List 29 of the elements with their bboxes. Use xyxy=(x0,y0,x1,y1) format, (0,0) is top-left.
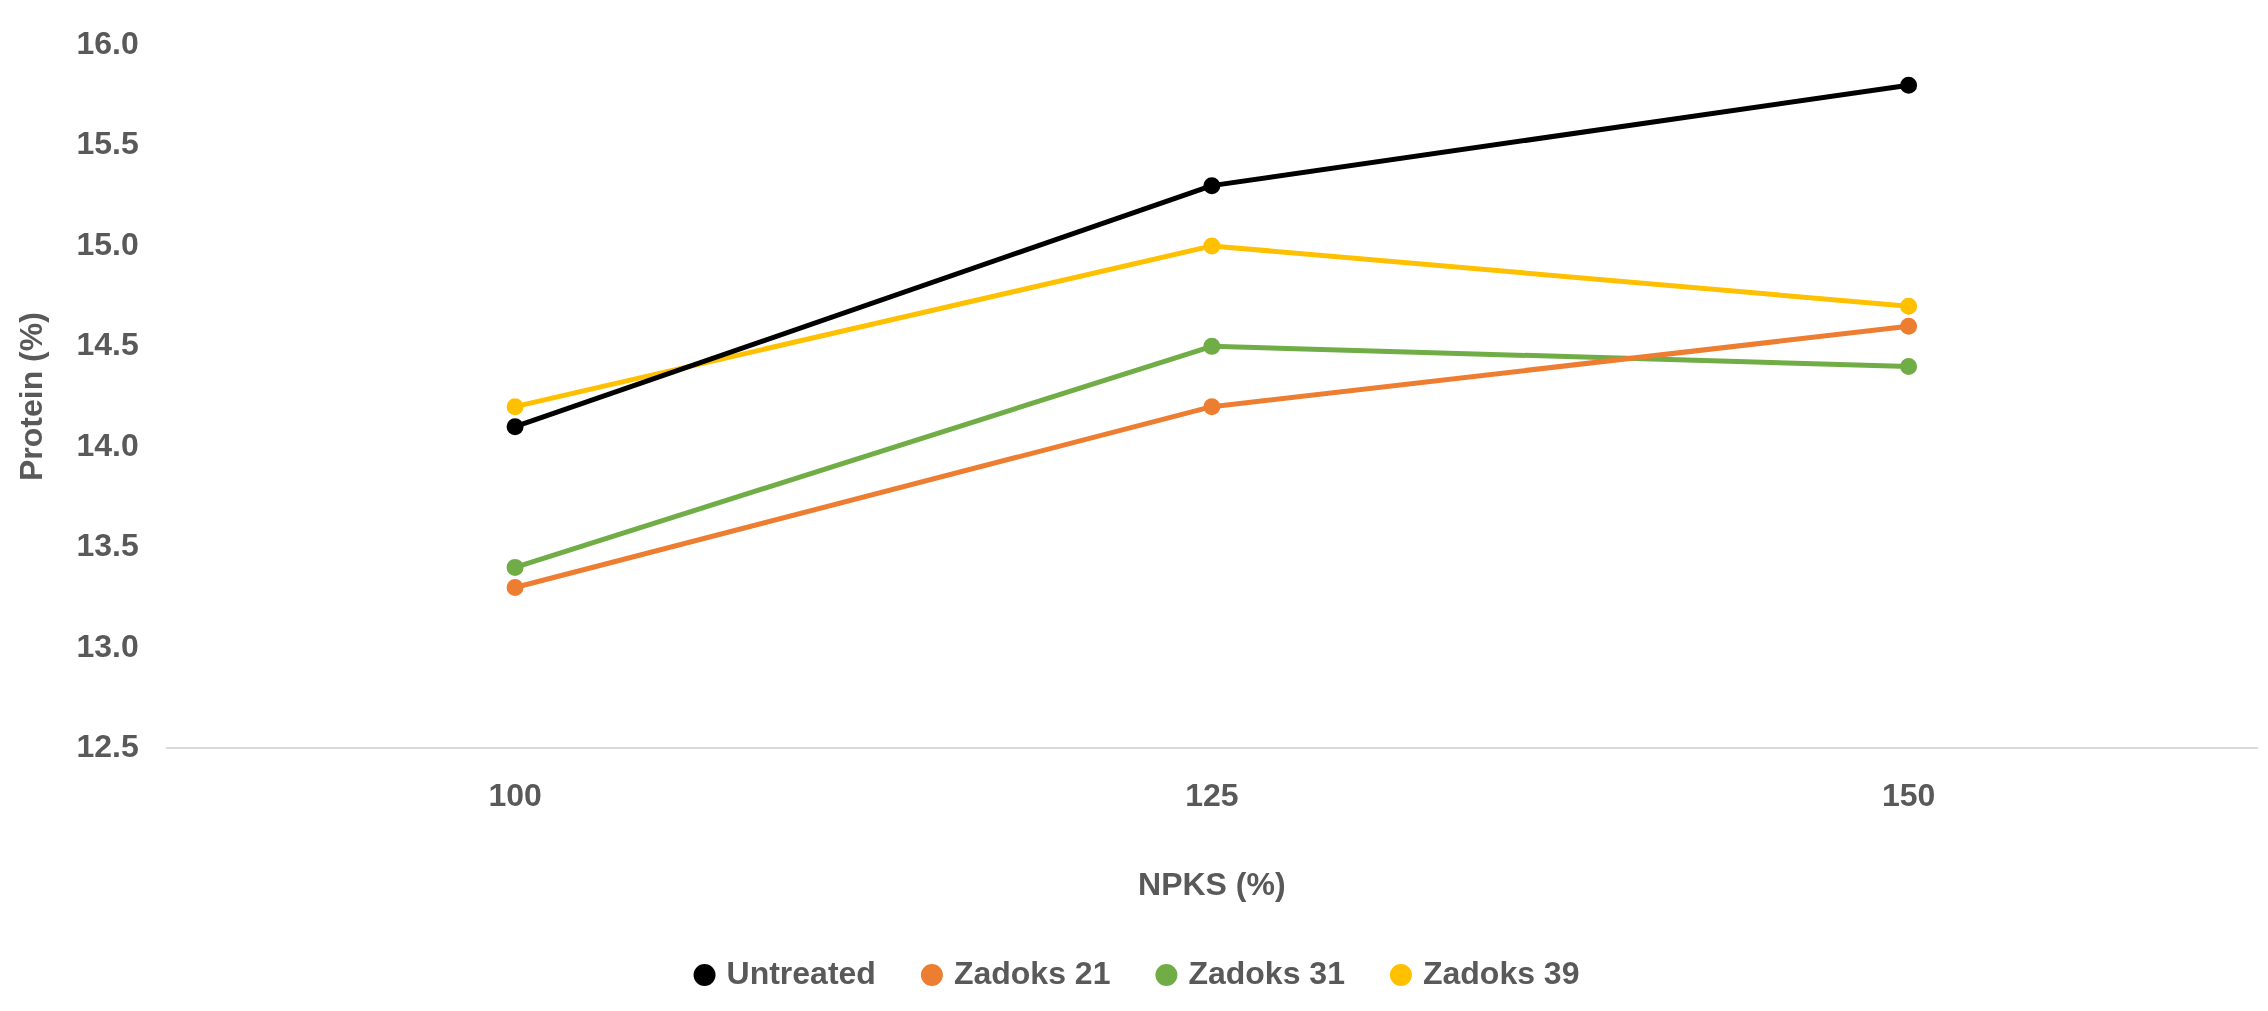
point xyxy=(1203,398,1221,416)
point xyxy=(1900,76,1918,94)
point xyxy=(506,558,524,576)
y-tick-label: 16.0 xyxy=(76,24,139,61)
point xyxy=(1203,337,1221,355)
point xyxy=(506,578,524,596)
point xyxy=(1203,177,1221,195)
legend-label: Zadoks 21 xyxy=(953,954,1111,991)
point xyxy=(506,398,524,416)
legend-label: Zadoks 39 xyxy=(1422,954,1580,991)
point xyxy=(1900,357,1918,375)
point xyxy=(1203,237,1221,255)
x-tick-label: 100 xyxy=(488,777,542,814)
x-axis-title: NPKS (%) xyxy=(1138,865,1286,902)
point xyxy=(1900,297,1918,315)
y-tick-label: 13.0 xyxy=(76,627,139,664)
y-tick-label: 15.0 xyxy=(76,225,139,262)
y-tick-label: 12.5 xyxy=(76,728,139,765)
y-tick-label: 13.5 xyxy=(76,527,139,564)
legend-label: Zadoks 31 xyxy=(1188,954,1345,991)
y-axis-title: Protein (%) xyxy=(13,312,50,482)
point xyxy=(506,418,524,436)
x-tick-label: 150 xyxy=(1881,777,1936,814)
legend-label: Untreated xyxy=(726,954,876,991)
y-tick-label: 14.5 xyxy=(76,326,139,363)
point xyxy=(1900,317,1918,335)
y-tick-label: 15.5 xyxy=(76,125,139,162)
x-tick-label: 125 xyxy=(1185,777,1239,814)
y-tick-label: 14.0 xyxy=(76,426,139,463)
